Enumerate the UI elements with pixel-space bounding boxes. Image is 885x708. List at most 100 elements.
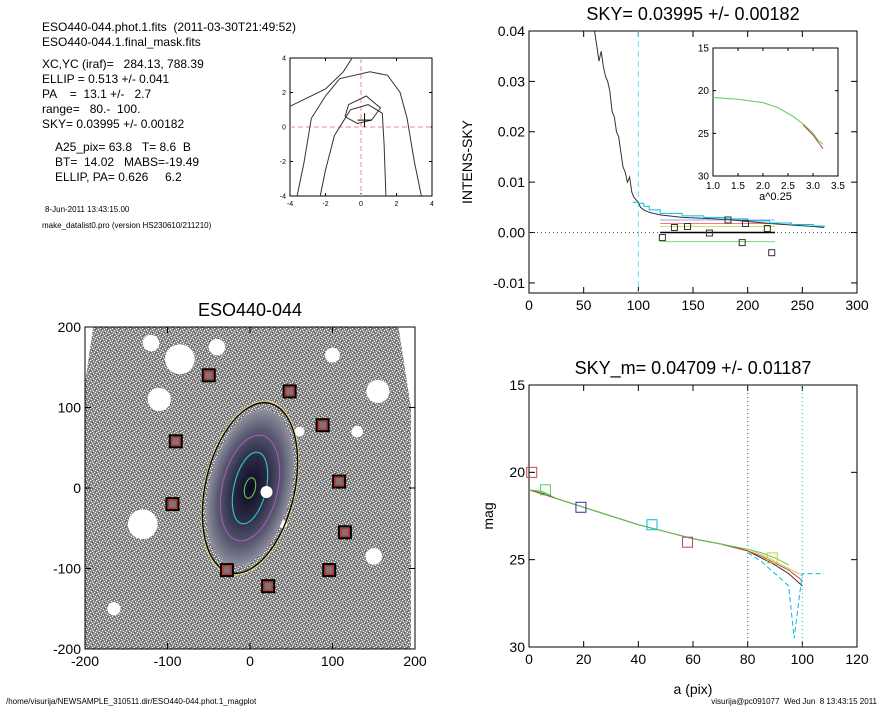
y-tick-label: -4: [280, 193, 286, 200]
contour-line: [319, 104, 387, 197]
masked-star: [351, 425, 364, 438]
sky-box: [337, 525, 352, 540]
position-angle: PA = 13.1 +/- 2.7: [42, 87, 152, 101]
sky-box: [165, 497, 180, 512]
x-tick-label: 2: [395, 201, 399, 208]
axes-frame: [712, 47, 839, 177]
x-axis-label: a (pix): [674, 681, 713, 697]
inset-x-label: a^0.25: [759, 191, 792, 203]
y-tick-label: 0: [73, 480, 81, 496]
axes-frame: [528, 384, 858, 648]
file-name-line: ESO440-044.phot.1.fits (2011-03-30T21:49…: [42, 20, 296, 34]
masked-star: [107, 602, 121, 616]
y-tick-label: -2: [280, 159, 286, 166]
sky-point: [705, 229, 713, 237]
x-tick-label: 100: [321, 653, 345, 669]
contour-line: [344, 95, 382, 125]
y-tick-label: 0: [282, 124, 286, 131]
ellip-pa: ELLIP, PA= 0.626 6.2: [55, 170, 182, 184]
mag-point: [539, 484, 551, 496]
galaxy-body: [206, 409, 294, 567]
mag-series: [747, 552, 825, 639]
sky-box-inner: [318, 420, 328, 430]
footer-user: visurija@pc091077 Wed Jun 8 13:43:15 201…: [711, 697, 877, 706]
mag-point: [682, 536, 694, 548]
contour-line: [289, 57, 353, 107]
masked-star: [260, 486, 273, 499]
y-tick-label: 0.03: [498, 73, 525, 89]
sky-point: [724, 216, 732, 224]
a25-type: A25_pix= 63.8 T= 8.6 B: [55, 140, 191, 154]
y-tick-label: 25: [509, 552, 525, 568]
x-tick-label: 200: [736, 297, 760, 313]
x-tick-label: 3.5: [831, 181, 845, 192]
x-tick-label: 0: [525, 297, 533, 313]
sky-point: [658, 234, 666, 242]
x-tick-label: 2.5: [781, 181, 795, 192]
x-tick-label: 20: [576, 651, 592, 667]
y-tick-label: -0.01: [493, 275, 525, 291]
profile-series: [632, 201, 825, 227]
center-coords: XC,YC (iraf)= 284.13, 788.39: [42, 57, 204, 71]
x-tick-label: -4: [287, 201, 293, 208]
y-tick-label: 15: [509, 377, 525, 393]
sky-box-inner: [340, 527, 350, 537]
sky-box: [332, 474, 347, 489]
x-tick-label: 0: [525, 651, 533, 667]
y-tick-label: 20: [509, 464, 525, 480]
sky-point: [670, 224, 678, 231]
masked-star: [127, 509, 158, 540]
y-tick-label: 2: [282, 90, 286, 97]
y-tick-label: 0.01: [498, 174, 525, 190]
x-tick-label: -200: [71, 653, 99, 669]
sky-box: [261, 579, 276, 594]
sky-point: [763, 225, 771, 233]
mag-series: [747, 548, 803, 576]
mag-series: [528, 489, 789, 566]
sky-point: [738, 239, 746, 247]
y-tick-label: 30: [509, 639, 525, 655]
mag-point: [766, 552, 778, 564]
contour-panel: -4 -2 0 2 4 -4 -2 0 2 4: [280, 55, 434, 208]
mag-profile-panel: 0 20 40 60 80 100 120 15 20 25 30 SKY_m= 0.04709 +/…: [480, 358, 869, 697]
sky-box-inner: [285, 386, 295, 396]
y-tick-label: -200: [53, 641, 81, 657]
x-tick-label: 50: [576, 297, 592, 313]
x-tick-label: 0: [359, 201, 363, 208]
galaxy-image-panel: ESO440-044 -200 -100 0 100 200 -200 -100 0 100 200: [53, 300, 427, 669]
y-tick-label: 0.02: [498, 124, 525, 140]
x-tick-label: -2: [322, 201, 328, 208]
inset-bg: [713, 48, 838, 176]
sky-box: [168, 434, 183, 449]
y-tick-label: 20: [698, 86, 710, 97]
x-tick-label: 200: [403, 653, 427, 669]
fit-range: range= 80.- 100.: [42, 102, 141, 116]
masked-star: [147, 387, 171, 412]
ellipticity: ELLIP = 0.513 +/- 0.041: [42, 72, 170, 86]
bt-mabs: BT= 14.02 MABS=-19.49: [55, 155, 200, 169]
sky-box-inner: [167, 499, 178, 509]
x-tick-label: 1.5: [731, 181, 745, 192]
x-tick-label: 150: [681, 297, 705, 313]
masked-star: [294, 426, 305, 437]
masked-star: [165, 344, 195, 375]
sky-box: [282, 384, 297, 399]
masked-star: [142, 334, 160, 352]
x-tick-label: 100: [791, 651, 815, 667]
x-tick-label: 40: [631, 651, 647, 667]
x-tick-label: 60: [685, 651, 701, 667]
x-tick-label: 0: [246, 653, 254, 669]
x-tick-label: 300: [845, 297, 869, 313]
sky-box-inner: [204, 370, 214, 380]
sky-box-inner: [171, 436, 181, 446]
sky-box: [201, 368, 216, 383]
sky-box: [315, 418, 330, 433]
sky-point: [768, 249, 776, 257]
y-axis-label: mag: [480, 502, 496, 529]
sky-point: [741, 219, 749, 227]
x-tick-label: -100: [153, 653, 181, 669]
y-axis-label: INTENS-SKY: [459, 119, 475, 204]
x-tick-label: 250: [791, 297, 815, 313]
x-tick-label: 4: [430, 201, 434, 208]
chart-title: SKY= 0.03995 +/- 0.00182: [586, 4, 799, 24]
